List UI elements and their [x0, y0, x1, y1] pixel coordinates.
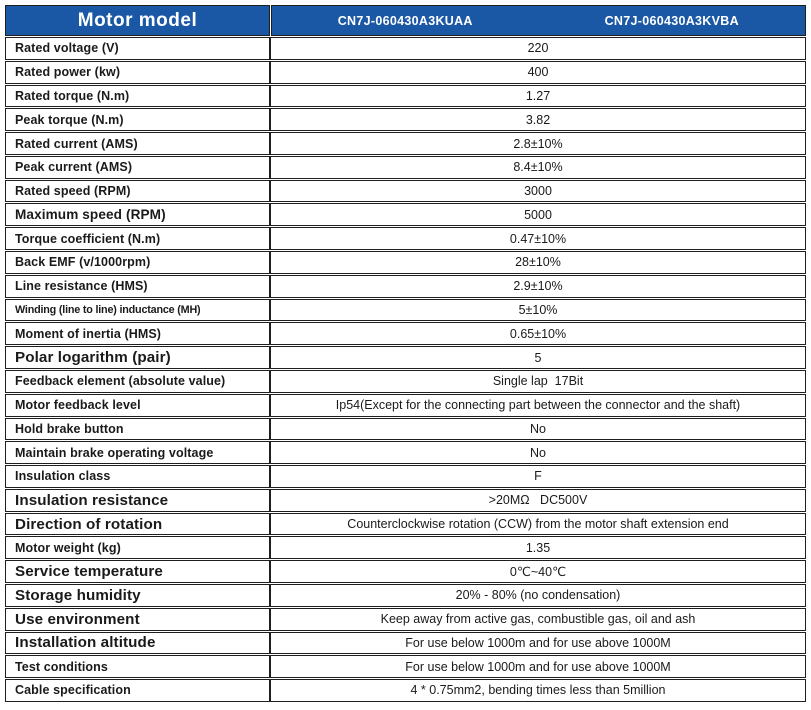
row-value: 8.4±10% — [270, 155, 806, 179]
row-label: Insulation resistance — [5, 488, 270, 512]
model-number-1: CN7J-060430A3KUAA — [337, 13, 473, 28]
table-row: Peak torque (N.m) 3.82 — [5, 108, 806, 132]
table-row: Moment of inertia (HMS) 0.65±10% — [5, 322, 806, 346]
row-value: 5 — [270, 346, 806, 369]
row-value: Counterclockwise rotation (CCW) from the… — [270, 512, 806, 536]
header-motor-model: Motor model — [5, 5, 270, 36]
row-value: 0℃~40℃ — [270, 560, 806, 583]
table-row: Rated current (AMS) 2.8±10% — [5, 132, 806, 155]
row-value: 2.9±10% — [270, 274, 806, 298]
row-value: For use below 1000m and for use above 10… — [270, 655, 806, 679]
table-row: Service temperature 0℃~40℃ — [5, 560, 806, 583]
table-row: Polar logarithm (pair) 5 — [5, 346, 806, 369]
row-label: Storage humidity — [5, 583, 270, 607]
table-header: Motor model CN7J-060430A3KUAA CN7J-06043… — [5, 5, 806, 36]
row-label: Moment of inertia (HMS) — [5, 322, 270, 346]
row-value: For use below 1000m and for use above 10… — [270, 631, 806, 655]
row-label: Maximum speed (RPM) — [5, 203, 270, 227]
table-row: Back EMF (v/1000rpm) 28±10% — [5, 251, 806, 274]
row-label: Motor weight (kg) — [5, 536, 270, 560]
table-row: Maintain brake operating voltage No — [5, 441, 806, 465]
table-row: Test conditions For use below 1000m and … — [5, 655, 806, 679]
row-label: Cable specification — [5, 679, 270, 702]
row-value: 3000 — [270, 179, 806, 203]
table-row: Direction of rotation Counterclockwise r… — [5, 512, 806, 536]
row-value: 0.65±10% — [270, 322, 806, 346]
row-label: Peak torque (N.m) — [5, 108, 270, 132]
row-label: Torque coefficient (N.m) — [5, 227, 270, 251]
row-value: 400 — [270, 60, 806, 84]
row-label: Use environment — [5, 607, 270, 631]
row-label: Installation altitude — [5, 631, 270, 655]
row-label: Rated current (AMS) — [5, 132, 270, 155]
table-row: Rated torque (N.m) 1.27 — [5, 84, 806, 108]
row-value: No — [270, 417, 806, 441]
table-row: Line resistance (HMS) 2.9±10% — [5, 274, 806, 298]
row-value: 20% - 80% (no condensation) — [270, 583, 806, 607]
row-label: Service temperature — [5, 560, 270, 583]
row-label: Polar logarithm (pair) — [5, 346, 270, 369]
table-row: Cable specification 4 * 0.75mm2, bending… — [5, 679, 806, 702]
table-row: Rated voltage (V) 220 — [5, 37, 806, 60]
row-label: Rated voltage (V) — [5, 37, 270, 60]
table-row: Installation altitude For use below 1000… — [5, 631, 806, 655]
row-value: Ip54(Except for the connecting part betw… — [270, 393, 806, 417]
row-value: 1.27 — [270, 84, 806, 108]
row-value: Keep away from active gas, combustible g… — [270, 607, 806, 631]
row-value: 220 — [270, 37, 806, 60]
row-value: Single lap 17Bit — [270, 369, 806, 393]
row-value: 4 * 0.75mm2, bending times less than 5mi… — [270, 679, 806, 702]
row-value: 5000 — [270, 203, 806, 227]
row-label: Winding (line to line) inductance (MH) — [5, 298, 270, 322]
row-value: 2.8±10% — [270, 132, 806, 155]
table-row: Rated power (kw) 400 — [5, 60, 806, 84]
row-label: Motor feedback level — [5, 393, 270, 417]
row-label: Rated torque (N.m) — [5, 84, 270, 108]
table-row: Rated speed (RPM) 3000 — [5, 179, 806, 203]
row-label: Direction of rotation — [5, 512, 270, 536]
row-label: Rated speed (RPM) — [5, 179, 270, 203]
motor-spec-table: Motor model CN7J-060430A3KUAA CN7J-06043… — [5, 5, 806, 702]
table-row: Peak current (AMS) 8.4±10% — [5, 155, 806, 179]
row-value: 28±10% — [270, 251, 806, 274]
table-row: Torque coefficient (N.m) 0.47±10% — [5, 227, 806, 251]
row-value: 1.35 — [270, 536, 806, 560]
row-value: 5±10% — [270, 298, 806, 322]
table-row: Hold brake button No — [5, 417, 806, 441]
table-row: Insulation resistance >20MΩ DC500V — [5, 488, 806, 512]
table-row: Feedback element (absolute value) Single… — [5, 369, 806, 393]
row-label: Hold brake button — [5, 417, 270, 441]
table-row: Storage humidity 20% - 80% (no condensat… — [5, 583, 806, 607]
table-row: Maximum speed (RPM) 5000 — [5, 203, 806, 227]
table-row: Insulation class F — [5, 465, 806, 488]
row-value: No — [270, 441, 806, 465]
row-label: Test conditions — [5, 655, 270, 679]
row-value: F — [270, 465, 806, 488]
row-value: >20MΩ DC500V — [270, 488, 806, 512]
row-value: 0.47±10% — [270, 227, 806, 251]
row-label: Insulation class — [5, 465, 270, 488]
model-number-2: CN7J-060430A3KVBA — [604, 13, 739, 28]
row-label: Rated power (kw) — [5, 60, 270, 84]
row-value: 3.82 — [270, 108, 806, 132]
row-label: Feedback element (absolute value) — [5, 369, 270, 393]
row-label: Maintain brake operating voltage — [5, 441, 270, 465]
table-row: Motor weight (kg) 1.35 — [5, 536, 806, 560]
table-row: Motor feedback level Ip54(Except for the… — [5, 393, 806, 417]
row-label: Back EMF (v/1000rpm) — [5, 251, 270, 274]
table-row: Winding (line to line) inductance (MH) 5… — [5, 298, 806, 322]
table-row: Use environment Keep away from active ga… — [5, 607, 806, 631]
row-label: Peak current (AMS) — [5, 155, 270, 179]
header-model-numbers: CN7J-060430A3KUAA CN7J-060430A3KVBA — [271, 5, 806, 36]
row-label: Line resistance (HMS) — [5, 274, 270, 298]
